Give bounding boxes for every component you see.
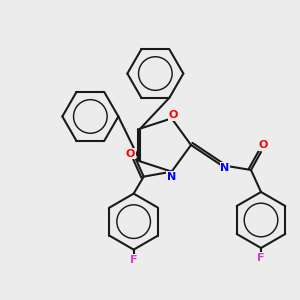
Text: O: O: [258, 140, 268, 150]
Text: F: F: [130, 255, 137, 265]
Text: N: N: [220, 163, 230, 173]
Text: F: F: [257, 253, 265, 263]
Text: N: N: [167, 172, 176, 182]
Text: O: O: [126, 148, 135, 159]
Text: O: O: [169, 110, 178, 120]
